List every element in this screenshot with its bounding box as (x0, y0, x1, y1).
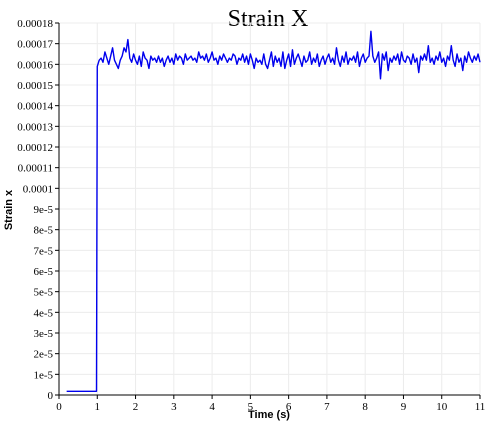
x-tick-label: 7 (324, 401, 330, 413)
x-tick-label: 8 (362, 401, 368, 413)
y-tick-label: 0.00015 (17, 80, 53, 92)
x-tick-label: 4 (209, 401, 215, 413)
y-tick-label: 8e-5 (33, 225, 53, 237)
y-tick-label: 6e-5 (33, 266, 53, 278)
y-tick-label: 0.00016 (17, 59, 53, 71)
y-tick-label: 0.0001 (23, 183, 53, 195)
chart-title: Strain X (228, 6, 309, 32)
y-tick-label: 0.00011 (18, 163, 53, 175)
x-axis-label: Time (s) (248, 409, 290, 421)
y-tick-label: 0.00017 (17, 39, 53, 51)
y-tick-label: 7e-5 (33, 245, 53, 257)
x-tick-label: 9 (401, 401, 407, 413)
axes (55, 22, 481, 399)
x-tick-label: 0 (56, 401, 62, 413)
x-tick-label: 5 (248, 401, 254, 413)
y-tick-label: 0 (48, 390, 54, 402)
y-tick-label: 0.00018 (17, 18, 53, 30)
y-tick-label: 3e-5 (33, 328, 53, 340)
x-tick-label: 11 (475, 401, 486, 413)
x-tick-label: 10 (436, 401, 448, 413)
series-line (66, 30, 481, 392)
x-tick-label: 2 (133, 401, 139, 413)
y-tick-label: 5e-5 (33, 287, 53, 299)
y-axis-label: Strain x (3, 189, 15, 230)
y-tick-label: 4e-5 (33, 307, 53, 319)
x-tick-label: 6 (286, 401, 292, 413)
y-tick-label: 0.00012 (17, 142, 53, 154)
y-tick-label: 1e-5 (33, 369, 53, 381)
x-tick-label: 3 (171, 401, 177, 413)
x-tick-label: 1 (95, 401, 101, 413)
series-layer (66, 30, 481, 392)
y-tick-label: 2e-5 (33, 349, 53, 361)
y-tick-label: 0.00013 (17, 121, 53, 133)
y-tick-label: 9e-5 (33, 204, 53, 216)
y-tick-label: 0.00014 (17, 101, 53, 113)
tick-labels: 0 1 2 3 4 5 6 7 8 9 10 11 0 1e-5 2e-5 3e-5 4e-5 5e-5 6e-5 7… (17, 18, 485, 413)
gridlines (59, 22, 481, 395)
